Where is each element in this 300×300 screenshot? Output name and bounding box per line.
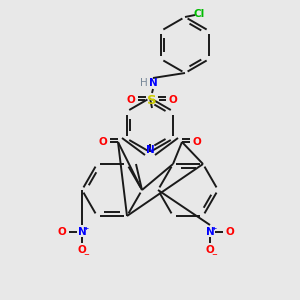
Text: O: O: [99, 137, 107, 147]
Text: N: N: [146, 145, 154, 155]
Text: N: N: [148, 78, 158, 88]
Text: −: −: [211, 252, 217, 258]
Text: Cl: Cl: [194, 9, 205, 19]
Text: H: H: [140, 78, 148, 88]
Text: O: O: [169, 95, 177, 105]
Text: N: N: [78, 227, 86, 237]
Text: N: N: [206, 227, 214, 237]
Text: O: O: [58, 227, 66, 237]
Text: S: S: [147, 94, 157, 106]
Text: O: O: [127, 95, 135, 105]
Text: +: +: [83, 226, 88, 230]
Text: +: +: [212, 226, 217, 230]
Text: O: O: [78, 245, 86, 255]
Text: O: O: [206, 245, 214, 255]
Text: O: O: [226, 227, 234, 237]
Text: O: O: [193, 137, 201, 147]
Text: −: −: [83, 252, 89, 258]
